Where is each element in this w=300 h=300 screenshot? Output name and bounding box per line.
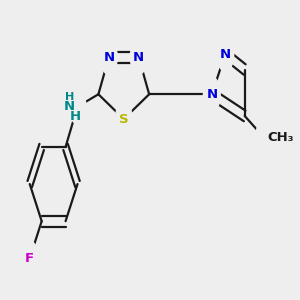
Text: N: N (220, 47, 231, 61)
Text: N: N (64, 100, 75, 113)
Circle shape (21, 241, 38, 276)
Text: H: H (70, 110, 81, 123)
Text: N: N (206, 88, 218, 101)
Circle shape (130, 40, 147, 74)
Circle shape (256, 120, 272, 155)
Circle shape (217, 37, 234, 71)
Circle shape (203, 77, 220, 112)
Circle shape (116, 102, 132, 136)
Text: H: H (65, 92, 75, 102)
Circle shape (69, 89, 86, 124)
Text: N: N (103, 51, 114, 64)
Circle shape (100, 40, 117, 74)
Text: N: N (133, 51, 144, 64)
Text: S: S (119, 112, 129, 125)
Text: F: F (25, 252, 34, 265)
Text: CH₃: CH₃ (267, 131, 293, 144)
